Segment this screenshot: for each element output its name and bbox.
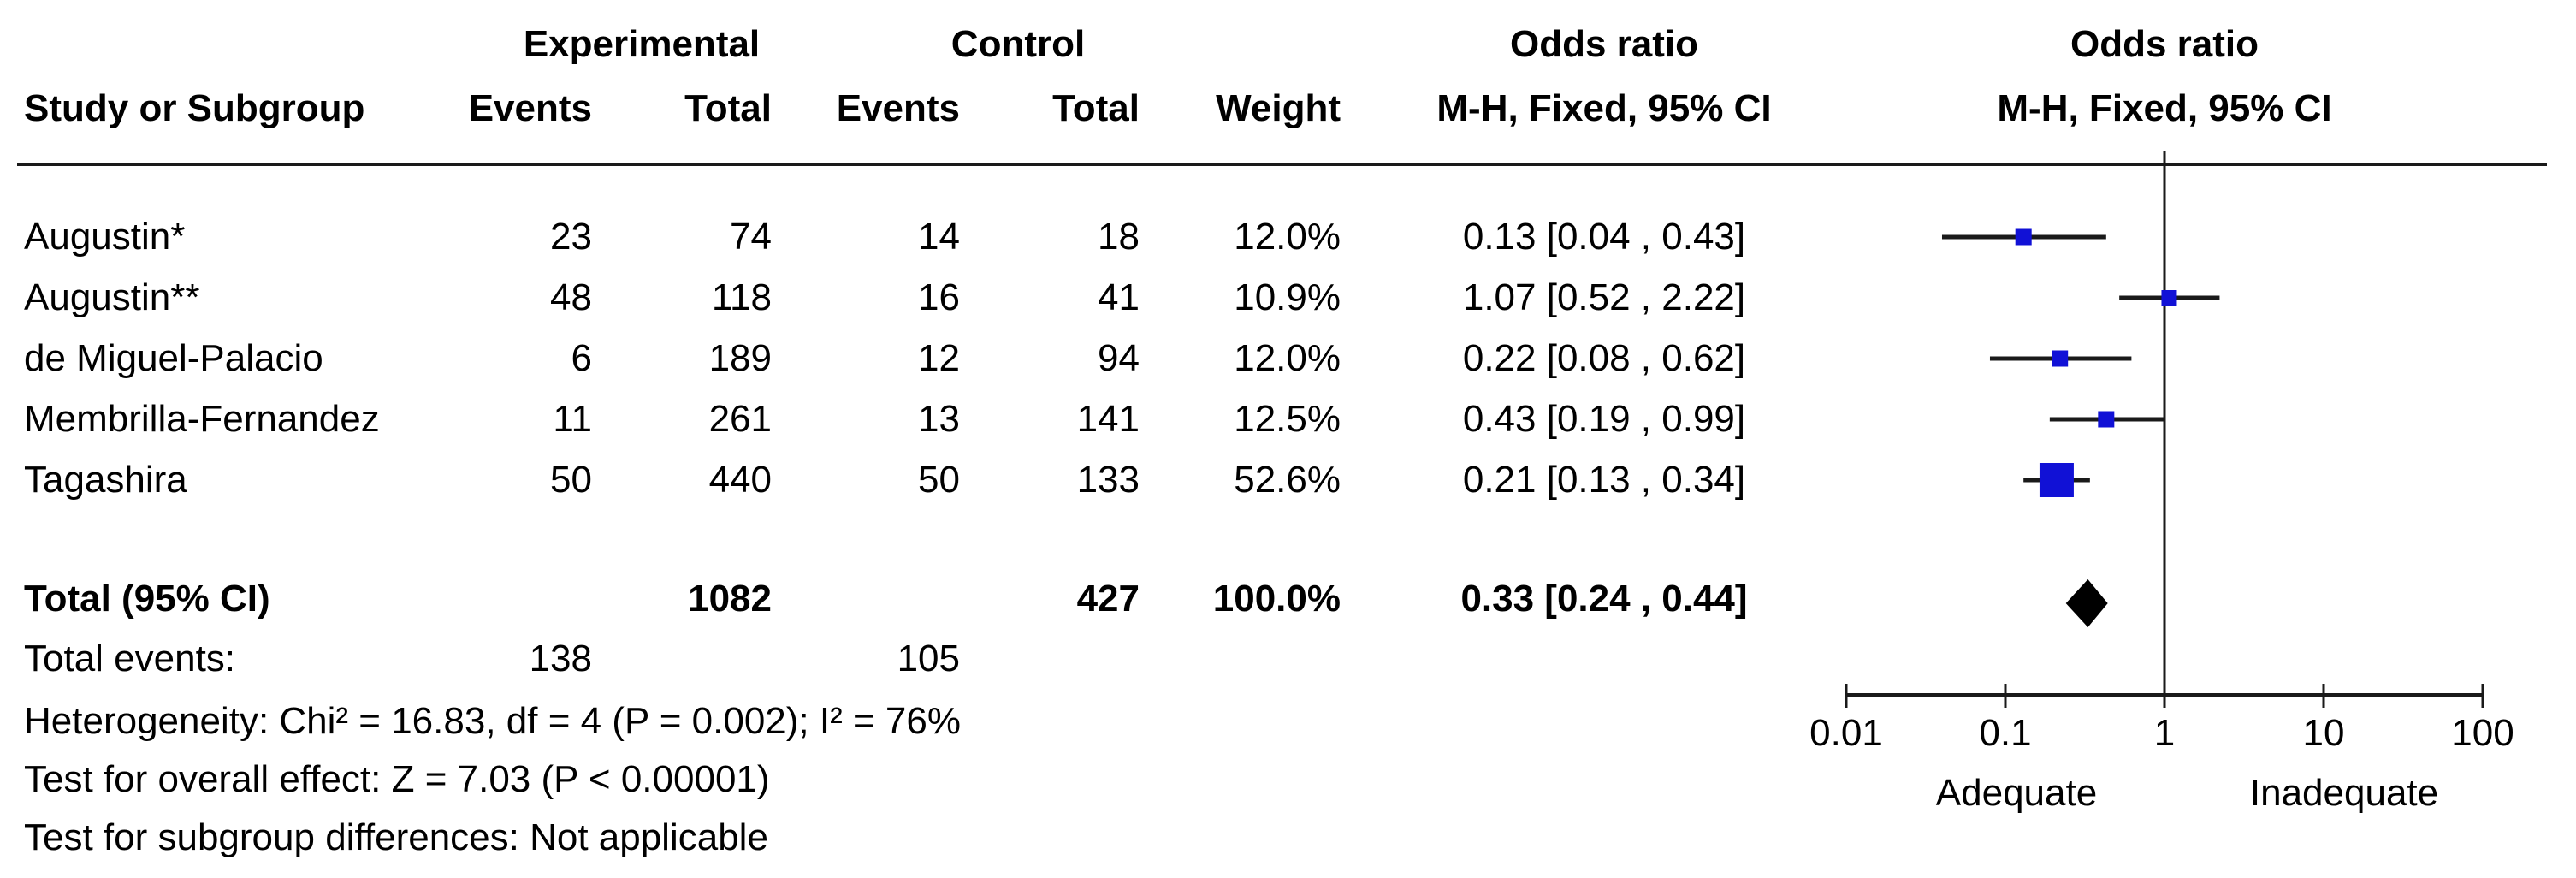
weight-cell: 52.6%	[1234, 459, 1341, 501]
weight-cell: 12.5%	[1234, 398, 1341, 440]
or-ci-cell: 0.13 [0.04 , 0.43]	[1462, 216, 1746, 258]
ctrl-events-cell: 12	[918, 337, 960, 379]
exp-total-cell: 440	[708, 459, 772, 501]
effect-square	[2098, 411, 2115, 428]
effect-square	[2039, 463, 2074, 497]
axis-tick-label: 10	[2303, 712, 2345, 754]
or-ci-cell: 0.22 [0.08 , 0.62]	[1462, 337, 1746, 379]
axis-left-group-label: Adequate	[1936, 772, 2097, 814]
axis-tick-label: 0.1	[1979, 712, 2031, 754]
header-group-control: Control	[950, 23, 1086, 65]
header-study-or-subgroup: Study or Subgroup	[24, 87, 365, 129]
total-or-ci: 0.33 [0.24 , 0.44]	[1460, 578, 1748, 620]
ctrl-total-cell: 18	[1098, 216, 1140, 258]
exp-events-cell: 11	[553, 398, 592, 440]
header-odds-ratio-plot: Odds ratio	[2070, 23, 2259, 65]
header-mh-fixed-ci-table: M-H, Fixed, 95% CI	[1436, 87, 1772, 129]
study-name-cell: Augustin*	[24, 216, 186, 258]
exp-total-cell: 118	[711, 276, 772, 318]
ctrl-events-cell: 13	[918, 398, 960, 440]
heterogeneity-text: Heterogeneity: Chi² = 16.83, df = 4 (P =…	[24, 700, 961, 742]
total-events-exp: 138	[529, 638, 592, 679]
axis-right-group-label: Inadequate	[2250, 772, 2438, 814]
subgroup-differences-text: Test for subgroup differences: Not appli…	[24, 816, 768, 858]
study-name-cell: Tagashira	[24, 459, 187, 501]
ctrl-total-cell: 141	[1076, 398, 1140, 440]
axis-tick-label: 0.01	[1809, 712, 1883, 754]
total-row-label: Total (95% CI)	[24, 578, 270, 620]
exp-events-cell: 48	[550, 276, 592, 318]
ctrl-events-cell: 16	[918, 276, 960, 318]
exp-events-cell: 50	[550, 459, 592, 501]
axis-tick-label: 1	[2154, 712, 2175, 754]
study-name-cell: Membrilla-Fernandez	[24, 398, 380, 440]
total-weight: 100.0%	[1212, 578, 1341, 620]
ctrl-total-cell: 133	[1076, 459, 1140, 501]
or-ci-cell: 0.43 [0.19 , 0.99]	[1462, 398, 1746, 440]
total-ctrl-total: 427	[1076, 578, 1140, 620]
weight-cell: 10.9%	[1234, 276, 1341, 318]
header-ctrl-events: Events	[836, 87, 960, 129]
axis-tick-label: 100	[2451, 712, 2514, 754]
effect-square	[2015, 228, 2032, 246]
header-exp-total: Total	[684, 87, 772, 129]
header-weight: Weight	[1216, 87, 1341, 129]
exp-total-cell: 74	[730, 216, 772, 258]
header-group-experimental: Experimental	[523, 23, 761, 65]
total-events-label: Total events:	[24, 638, 236, 679]
or-ci-cell: 0.21 [0.13 , 0.34]	[1462, 459, 1746, 501]
summary-diamond	[2065, 579, 2108, 627]
ctrl-total-cell: 94	[1098, 337, 1140, 379]
effect-square	[2052, 350, 2069, 367]
exp-events-cell: 6	[571, 337, 592, 379]
ctrl-events-cell: 50	[918, 459, 960, 501]
header-ctrl-total: Total	[1052, 87, 1140, 129]
total-events-ctrl: 105	[897, 638, 960, 679]
study-name-cell: Augustin**	[24, 276, 200, 318]
header-exp-events: Events	[468, 87, 592, 129]
ctrl-events-cell: 14	[918, 216, 960, 258]
exp-total-cell: 189	[708, 337, 772, 379]
weight-cell: 12.0%	[1234, 337, 1341, 379]
exp-events-cell: 23	[550, 216, 592, 258]
study-name-cell: de Miguel-Palacio	[24, 337, 323, 379]
total-exp-total: 1082	[688, 578, 772, 620]
overall-effect-text: Test for overall effect: Z = 7.03 (P < 0…	[24, 758, 770, 800]
effect-square	[2161, 290, 2177, 306]
header-mh-fixed-ci-plot: M-H, Fixed, 95% CI	[1997, 87, 2332, 129]
ctrl-total-cell: 41	[1098, 276, 1140, 318]
header-odds-ratio-table: Odds ratio	[1509, 23, 1699, 65]
or-ci-cell: 1.07 [0.52 , 2.22]	[1462, 276, 1746, 318]
weight-cell: 12.0%	[1234, 216, 1341, 258]
exp-total-cell: 261	[708, 398, 772, 440]
